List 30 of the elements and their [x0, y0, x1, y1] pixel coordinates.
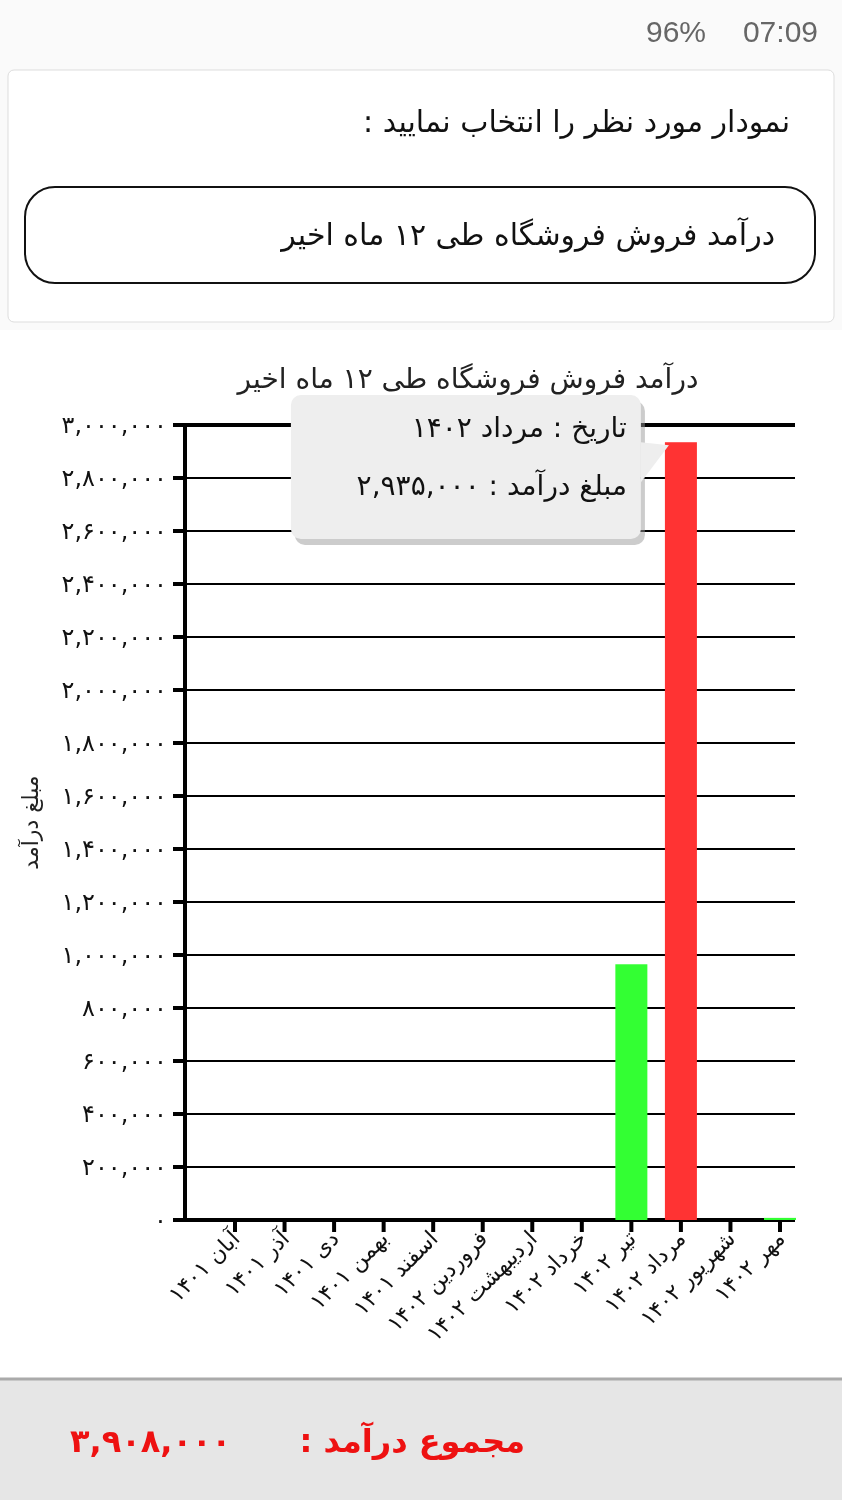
y-tick-label: ۱,۰۰۰,۰۰۰ — [61, 941, 167, 969]
bar — [664, 442, 697, 1220]
y-tick-label: ۲,۶۰۰,۰۰۰ — [61, 517, 167, 545]
text: مجموع درآمد : — [299, 1421, 525, 1460]
y-tick-label: ۴۰۰,۰۰۰ — [82, 1100, 167, 1128]
y-tick-label: ۸۰۰,۰۰۰ — [82, 994, 167, 1022]
bar — [764, 1217, 796, 1220]
y-tick-label: ۲,۴۰۰,۰۰۰ — [61, 570, 167, 598]
y-tick-label: ۱,۲۰۰,۰۰۰ — [61, 888, 167, 916]
y-tick-label: ۶۰۰,۰۰۰ — [82, 1047, 167, 1075]
text: نمودار مورد نظر را انتخاب نمایید : — [363, 104, 790, 139]
text: درآمد فروش فروشگاه طی ۱۲ ماه اخیر — [279, 217, 775, 253]
text: 07:09 — [742, 15, 818, 48]
y-tick-label: ۱,۴۰۰,۰۰۰ — [61, 835, 167, 863]
annotation: تاریخ : مرداد ۱۴۰۲ — [411, 411, 627, 444]
picture-tooltip: تاریخ : مرداد ۱۴۰۲ مبلغ درآمد : ۲,۹۳۵,۰۰۰ — [290, 395, 669, 545]
y-tick-label: ۲,۰۰۰,۰۰۰ — [61, 676, 167, 704]
chart-title: درآمد فروش فروشگاه طی ۱۲ ماه اخیر — [235, 362, 699, 395]
y-tick-label: ۱,۶۰۰,۰۰۰ — [61, 782, 167, 810]
y-tick-label: ۳,۰۰۰,۰۰۰ — [61, 411, 167, 439]
y-tick-label: ۰ — [154, 1206, 167, 1234]
text: 96% — [645, 15, 706, 48]
bar — [615, 964, 648, 1220]
y-tick-label: ۲۰۰,۰۰۰ — [82, 1153, 167, 1181]
y-tick-label: ۲,۸۰۰,۰۰۰ — [61, 464, 167, 492]
y-tick-label: ۲,۲۰۰,۰۰۰ — [61, 623, 167, 651]
text: ۳,۹۰۸,۰۰۰ — [70, 1422, 232, 1460]
y-axis-title: مبلغ درآمد — [17, 775, 43, 870]
y-tick-label: ۱,۸۰۰,۰۰۰ — [61, 729, 167, 757]
annotation: مبلغ درآمد : ۲,۹۳۵,۰۰۰ — [356, 469, 627, 502]
